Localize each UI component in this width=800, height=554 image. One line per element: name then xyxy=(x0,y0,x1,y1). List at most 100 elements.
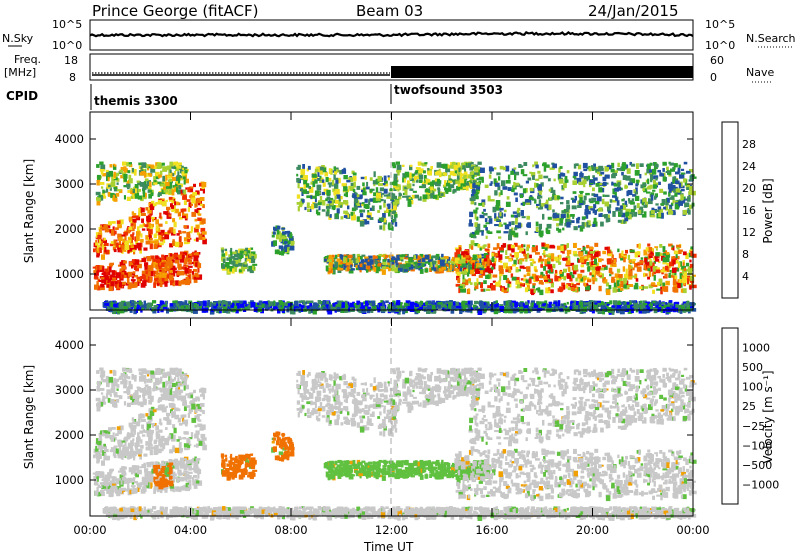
power-cell xyxy=(679,273,684,280)
power-cell xyxy=(146,180,151,185)
power-cell xyxy=(533,261,536,264)
power-cell xyxy=(530,262,534,267)
power-cell xyxy=(326,197,331,200)
power-cell xyxy=(492,206,497,213)
power-cell xyxy=(566,204,571,210)
power-cell xyxy=(350,264,353,268)
power-cell xyxy=(534,161,538,166)
power-cell xyxy=(485,274,490,279)
power-cell xyxy=(416,308,420,314)
power-cell xyxy=(369,188,373,193)
power-cell xyxy=(415,179,419,183)
power-cell xyxy=(641,200,645,206)
power-cell xyxy=(297,206,300,212)
power-cell xyxy=(563,183,567,189)
power-cell xyxy=(679,308,683,314)
power-cell xyxy=(197,266,200,273)
power-cell xyxy=(359,213,364,218)
power-cell xyxy=(134,193,140,199)
power-cell xyxy=(113,197,118,202)
power-cell xyxy=(346,266,350,272)
power-cell xyxy=(109,274,113,281)
power-cell xyxy=(225,251,228,256)
power-cell xyxy=(647,276,650,280)
power-cell xyxy=(109,164,113,168)
power-cell xyxy=(544,243,550,249)
power-cell xyxy=(559,271,564,277)
power-cell xyxy=(153,217,157,221)
power-cell xyxy=(328,182,331,188)
power-cell xyxy=(499,211,502,217)
power-cell xyxy=(366,215,371,218)
power-cell xyxy=(184,169,188,174)
power-cell xyxy=(340,261,346,264)
power-cell xyxy=(187,278,191,281)
power-cell xyxy=(409,164,413,167)
power-cell xyxy=(486,255,490,259)
power-cell xyxy=(235,263,239,267)
power-cell xyxy=(414,175,417,181)
power-cell xyxy=(603,182,607,186)
power-cell xyxy=(479,257,482,264)
power-cell xyxy=(459,265,464,269)
power-cell xyxy=(548,287,551,291)
power-cell xyxy=(684,203,687,208)
power-cell xyxy=(525,279,530,284)
power-cell xyxy=(333,166,336,170)
power-cell xyxy=(364,256,370,263)
power-cell xyxy=(422,194,428,200)
power-cell xyxy=(173,228,176,235)
nsearch-tick-bottom: 10^0 xyxy=(705,39,735,52)
power-cell xyxy=(606,258,612,265)
power-cell xyxy=(448,180,453,184)
power-cell xyxy=(514,174,517,181)
power-cell xyxy=(491,252,496,257)
power-cell xyxy=(382,266,387,270)
power-cell xyxy=(478,275,483,278)
power-cell xyxy=(366,181,369,187)
power-cell xyxy=(183,252,187,255)
power-cell xyxy=(654,193,658,198)
power-cell xyxy=(672,259,676,265)
power-cell xyxy=(617,248,620,253)
power-cell xyxy=(353,198,358,204)
power-cell xyxy=(335,177,339,180)
power-cell xyxy=(190,226,194,232)
power-cell xyxy=(621,204,627,210)
power-cell xyxy=(566,200,570,205)
power-cell xyxy=(327,200,332,204)
power-cell xyxy=(245,254,248,260)
power-cell xyxy=(185,279,190,286)
power-cell xyxy=(540,261,544,264)
power-cell xyxy=(183,242,189,245)
power-cell xyxy=(638,206,644,212)
power-cell xyxy=(430,188,433,194)
power-cell xyxy=(296,202,302,205)
power-cell xyxy=(312,182,316,188)
power-cell xyxy=(494,213,497,219)
power-cell xyxy=(646,168,651,174)
power-cell xyxy=(327,182,332,185)
power-cell xyxy=(627,284,630,289)
power-cell xyxy=(579,226,584,232)
power-cell xyxy=(452,256,455,260)
power-cell xyxy=(156,162,162,169)
power-cell xyxy=(687,278,690,285)
power-cell xyxy=(627,214,632,219)
power-cell xyxy=(103,242,109,247)
power-cell xyxy=(369,177,373,181)
power-cell xyxy=(660,270,664,273)
power-cell xyxy=(185,273,188,276)
power-cell xyxy=(675,180,680,185)
power-cell xyxy=(538,190,542,195)
power-cell xyxy=(461,262,467,267)
power-cell xyxy=(683,281,686,286)
power-cell xyxy=(545,199,549,204)
power-cell xyxy=(523,244,526,248)
power-cell xyxy=(238,262,243,267)
power-cell xyxy=(444,180,447,186)
power-cell xyxy=(492,280,496,283)
power-cell xyxy=(491,263,496,270)
power-cell xyxy=(617,219,622,223)
power-cell xyxy=(550,282,554,288)
